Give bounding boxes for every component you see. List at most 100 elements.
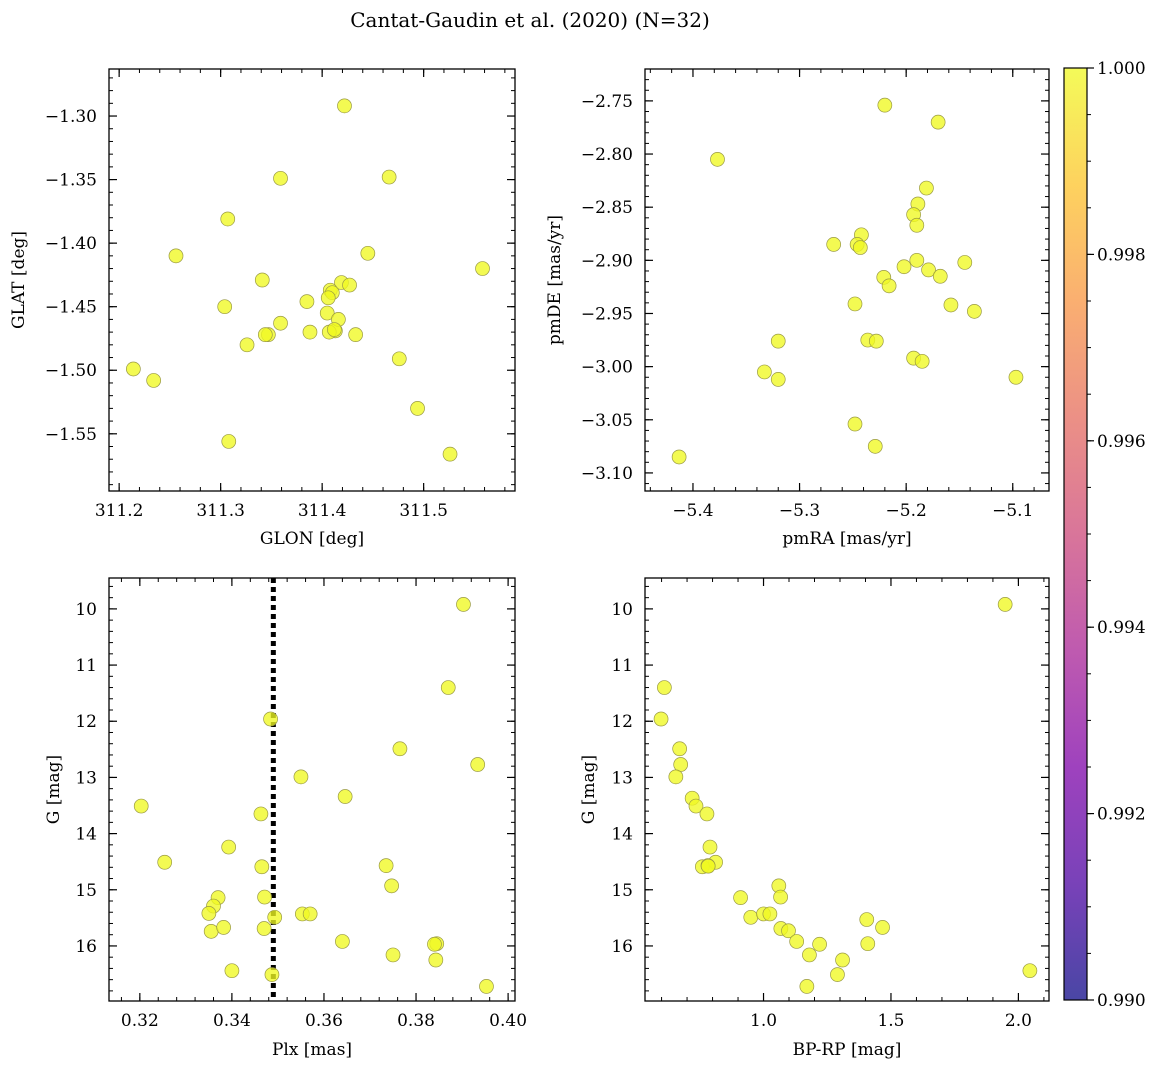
plot-frame <box>644 577 1050 1002</box>
x-axis-label: GLON [deg] <box>260 529 364 549</box>
y-tick-label: 10 <box>611 600 633 620</box>
x-tick-label: 1.5 <box>877 1011 904 1031</box>
x-tick-label: 311.2 <box>95 501 144 521</box>
data-point <box>146 373 162 388</box>
y-tick-label: −1.45 <box>45 298 97 318</box>
data-point <box>392 741 408 757</box>
y-tick-label: −2.95 <box>581 304 633 324</box>
data-point <box>479 979 494 994</box>
colorbar-gradient <box>1064 68 1087 1000</box>
data-point <box>700 858 716 874</box>
colorbar-tick-label: 0.992 <box>1097 805 1146 825</box>
y-tick-label: −1.35 <box>45 171 97 191</box>
data-point <box>860 936 876 952</box>
data-point <box>440 680 456 695</box>
x-tick-label: −5.3 <box>779 501 820 521</box>
data-point <box>688 798 704 814</box>
x-tick-label: 0.38 <box>397 1011 435 1031</box>
data-point <box>847 416 863 432</box>
data-point <box>216 920 231 935</box>
data-point <box>335 934 350 949</box>
data-point <box>770 333 786 349</box>
y-tick-label: −1.30 <box>45 107 97 127</box>
data-point <box>168 248 184 264</box>
data-point <box>896 259 912 275</box>
parallax-magnitude-panel: 0.32 0.34 0.36 0.38 0.40 10 11 12 13 14 15 16 Plx [m… <box>44 577 527 1060</box>
data-point <box>847 296 863 312</box>
y-tick-label: −1.40 <box>45 234 97 254</box>
data-point <box>914 353 930 369</box>
x-tick-label: 0.40 <box>489 1011 527 1031</box>
y-tick-label: 14 <box>75 825 97 845</box>
y-tick-label: 13 <box>611 768 633 788</box>
data-point <box>830 967 845 982</box>
data-point <box>220 211 236 227</box>
data-point <box>868 333 884 349</box>
data-point <box>254 272 270 288</box>
data-point <box>930 114 946 130</box>
data-point <box>789 934 805 949</box>
y-tick-label: −3.00 <box>581 358 633 378</box>
y-tick-label: 16 <box>75 937 97 957</box>
y-tick-label: −2.90 <box>581 251 633 271</box>
plot-frame <box>108 68 516 492</box>
data-point <box>743 909 759 925</box>
data-point <box>672 741 688 757</box>
data-point <box>812 936 827 952</box>
data-point <box>293 769 309 785</box>
y-tick-label: 14 <box>611 825 633 845</box>
y-tick-label: 15 <box>75 881 97 901</box>
data-point <box>762 906 778 922</box>
colorbar-tick-label: 0.994 <box>1097 618 1146 638</box>
data-point <box>302 324 318 340</box>
figure-title: Cantat-Gaudin et al. (2020) (N=32) <box>350 8 710 32</box>
data-point <box>773 889 788 905</box>
x-tick-label: 311.5 <box>399 501 448 521</box>
colorbar-tick-label: 0.998 <box>1097 245 1146 265</box>
y-tick-label: 10 <box>75 600 97 620</box>
data-point <box>919 180 934 196</box>
sky-position-panel: 311.2 311.3 311.4 311.5 −1.30 −1.35 −1.40 −1.45… <box>9 68 516 549</box>
data-point <box>859 912 875 927</box>
x-tick-label: 311.3 <box>196 501 245 521</box>
colorbar-tick-label: 0.990 <box>1097 991 1146 1011</box>
data-point <box>967 304 982 319</box>
data-point <box>1008 369 1024 385</box>
colorbar-tick-label: 1.000 <box>1097 59 1146 79</box>
x-tick-label: −5.2 <box>886 501 927 521</box>
data-point <box>877 97 893 113</box>
data-point <box>867 439 883 454</box>
data-point <box>133 798 149 814</box>
data-point <box>943 297 959 313</box>
proper-motion-panel: −5.4 −5.3 −5.2 −5.1 −2.75 −2.80 −2.85 −2.90 −2.9… <box>545 68 1050 549</box>
data-point <box>428 952 444 968</box>
data-point <box>267 909 283 925</box>
y-axis-label: G [mag] <box>579 755 599 824</box>
data-point <box>201 906 217 921</box>
y-tick-label: −3.10 <box>581 464 633 484</box>
data-point <box>997 597 1013 612</box>
data-point <box>733 890 748 905</box>
data-point <box>427 936 442 952</box>
data-point <box>378 858 394 873</box>
data-point <box>921 262 936 278</box>
data-point <box>671 449 687 465</box>
data-point <box>410 401 425 416</box>
x-tick-label: 0.32 <box>121 1011 159 1031</box>
data-point <box>257 327 273 343</box>
x-tick-label: 0.34 <box>213 1011 251 1031</box>
data-point <box>384 878 399 894</box>
y-tick-label: −2.75 <box>581 92 633 112</box>
colorbar-tick-label: 0.996 <box>1097 432 1146 452</box>
data-point <box>299 294 315 309</box>
data-point <box>881 278 897 294</box>
y-tick-label: 16 <box>611 937 633 957</box>
data-point <box>203 923 219 939</box>
data-point <box>221 839 237 855</box>
data-point <box>239 337 255 353</box>
y-tick-label: 12 <box>75 712 97 732</box>
x-tick-label: 311.4 <box>298 501 347 521</box>
y-tick-label: −1.55 <box>45 425 97 445</box>
data-point <box>273 315 288 331</box>
